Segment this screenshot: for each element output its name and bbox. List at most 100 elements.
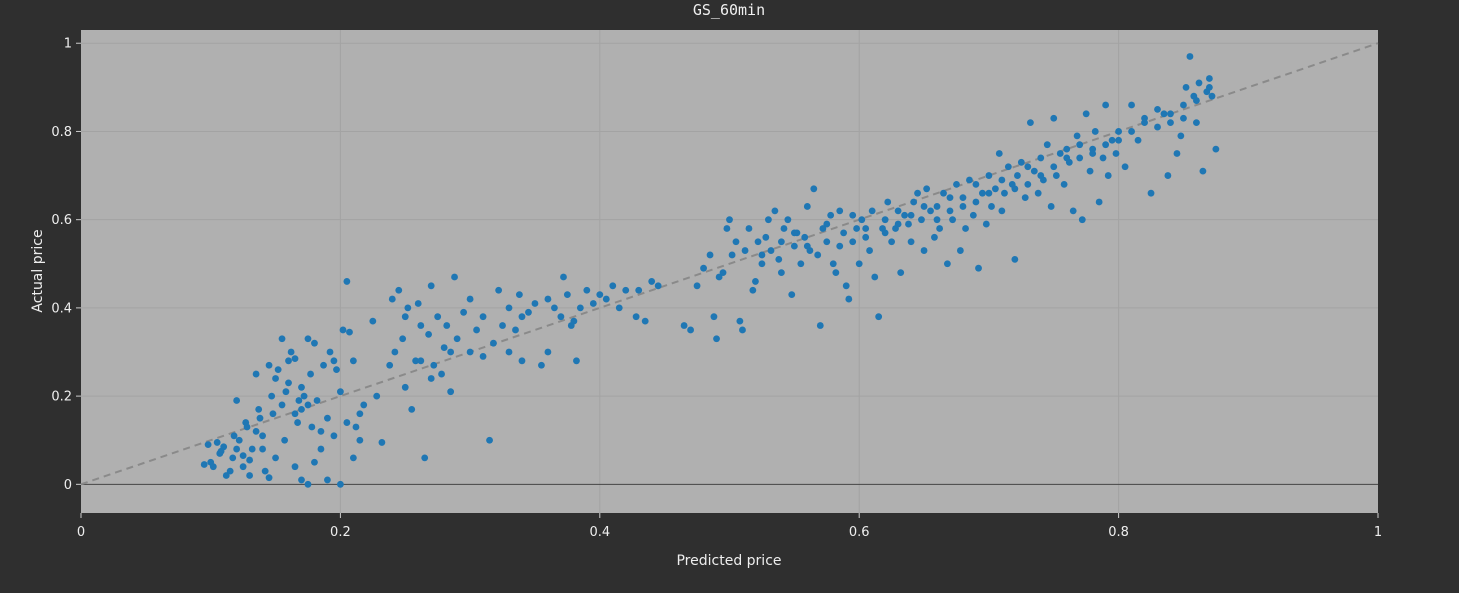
data-point xyxy=(771,207,779,215)
data-point xyxy=(320,361,327,369)
data-point xyxy=(295,397,303,404)
data-point xyxy=(1091,128,1099,135)
data-point xyxy=(959,203,967,210)
data-point xyxy=(840,229,848,237)
data-point xyxy=(1024,163,1032,171)
data-point xyxy=(282,388,290,396)
data-point xyxy=(715,273,723,281)
data-point xyxy=(1030,167,1038,175)
data-point xyxy=(736,317,744,325)
data-point xyxy=(388,295,396,303)
data-point xyxy=(291,355,299,363)
data-point xyxy=(252,427,260,435)
data-point xyxy=(706,251,714,259)
data-point xyxy=(1037,172,1045,179)
data-point xyxy=(894,207,902,215)
data-point xyxy=(531,300,539,307)
data-point xyxy=(1034,189,1042,197)
data-point xyxy=(346,328,353,336)
data-point xyxy=(723,225,731,232)
data-point xyxy=(790,242,798,250)
data-point xyxy=(311,339,318,347)
data-point xyxy=(304,335,312,343)
data-point xyxy=(972,180,980,188)
data-point xyxy=(401,383,409,391)
data-point xyxy=(324,414,331,422)
data-point xyxy=(1037,154,1045,162)
data-point xyxy=(777,238,785,246)
data-point xyxy=(412,357,420,365)
data-point xyxy=(298,405,305,413)
data-point xyxy=(248,445,256,453)
data-point xyxy=(788,291,796,299)
data-point xyxy=(1115,136,1122,144)
data-point xyxy=(832,269,840,277)
data-point xyxy=(949,216,956,224)
data-point xyxy=(790,229,798,237)
x-tick-label: 0.6 xyxy=(849,525,870,540)
data-point xyxy=(538,361,545,369)
data-point xyxy=(975,264,982,272)
data-point xyxy=(583,286,591,294)
data-point xyxy=(680,322,688,329)
data-point xyxy=(408,405,416,413)
data-point xyxy=(894,220,902,228)
data-point xyxy=(849,238,857,246)
reference-line xyxy=(80,42,1379,486)
data-point xyxy=(313,397,321,404)
data-point xyxy=(427,375,435,382)
data-point xyxy=(317,427,325,435)
data-point xyxy=(962,225,969,232)
data-point xyxy=(1050,163,1058,171)
data-point xyxy=(217,447,225,455)
y-tick-label: 0.8 xyxy=(51,125,72,140)
data-point xyxy=(505,304,513,312)
data-point xyxy=(959,194,967,202)
data-point xyxy=(466,295,474,303)
data-point xyxy=(687,326,694,334)
data-point xyxy=(490,339,497,347)
data-point xyxy=(1115,128,1122,135)
data-point xyxy=(525,308,532,316)
data-point xyxy=(269,410,277,418)
data-point xyxy=(252,370,260,378)
data-point xyxy=(1182,83,1190,91)
data-point xyxy=(399,335,407,343)
data-point xyxy=(918,216,925,224)
data-point xyxy=(246,456,254,464)
data-point xyxy=(265,361,273,369)
data-point xyxy=(1082,110,1090,118)
data-point xyxy=(563,291,571,299)
data-point xyxy=(438,370,445,378)
data-point xyxy=(853,225,861,232)
data-point xyxy=(298,476,305,484)
data-point xyxy=(979,189,986,197)
data-point xyxy=(749,286,757,294)
data-point xyxy=(239,463,247,471)
data-point xyxy=(1001,189,1008,197)
data-point xyxy=(373,392,381,400)
data-point xyxy=(1128,101,1135,109)
data-point xyxy=(1193,119,1200,127)
data-point xyxy=(866,247,873,254)
data-point xyxy=(884,198,892,206)
data-point xyxy=(570,317,578,325)
data-point xyxy=(560,273,567,281)
data-point xyxy=(324,476,331,484)
data-point xyxy=(897,269,905,277)
y-tick-label: 0.4 xyxy=(51,301,72,316)
data-point xyxy=(285,379,292,387)
data-point xyxy=(933,216,941,224)
data-point xyxy=(1052,172,1060,179)
data-point xyxy=(304,401,312,409)
data-point xyxy=(360,401,368,409)
data-point xyxy=(991,185,999,193)
data-point xyxy=(1063,154,1071,162)
data-point xyxy=(988,203,995,210)
data-point xyxy=(920,203,928,210)
data-point xyxy=(836,207,844,215)
y-axis-title: Actual price xyxy=(30,229,46,312)
data-point xyxy=(648,278,656,285)
data-point xyxy=(356,410,364,418)
data-point xyxy=(845,295,853,303)
